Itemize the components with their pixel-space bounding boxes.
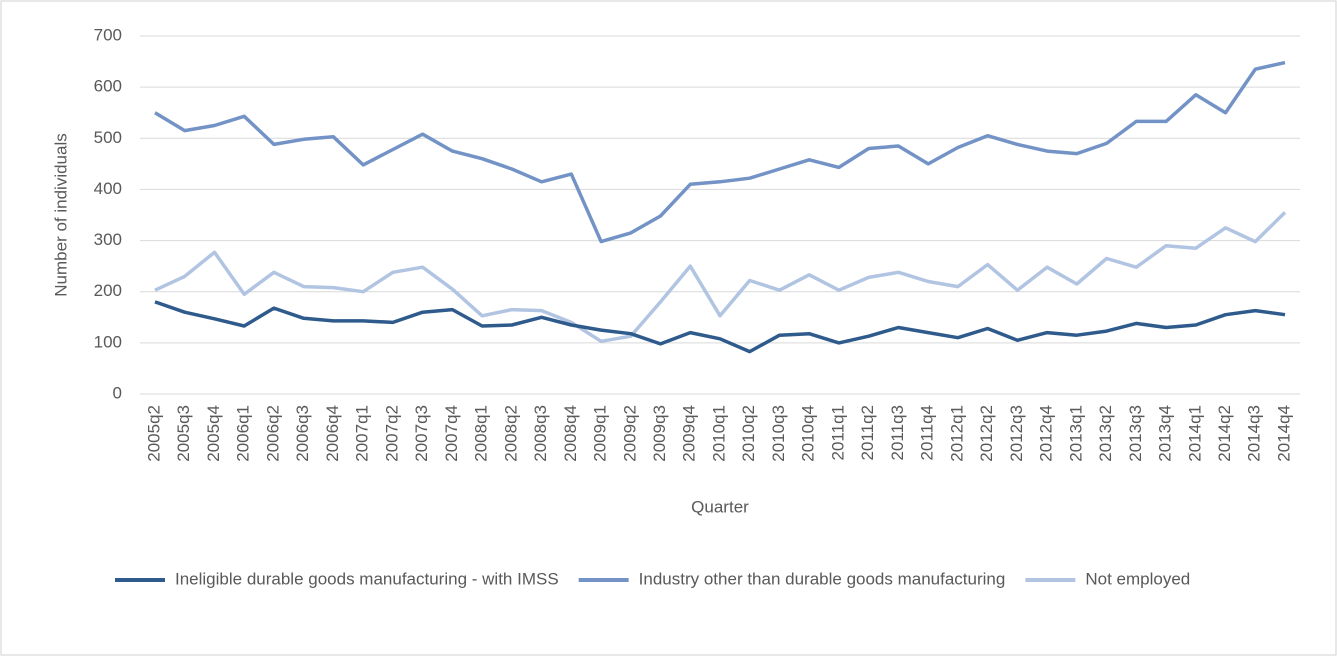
x-tick-label: 2014q4 [1274,405,1293,462]
x-tick-label: 2006q4 [323,405,342,462]
series-line [154,211,1287,344]
x-tick-label: 2005q3 [174,405,193,462]
x-tick-label: 2014q2 [1215,405,1234,462]
x-tick-label: 2010q3 [769,405,788,462]
x-tick-label: 2006q2 [263,405,282,462]
y-tick-label: 100 [94,332,122,351]
x-tick-label: 2009q1 [591,405,610,462]
x-tick-label: 2009q2 [620,405,639,462]
x-tick-label: 2005q4 [204,405,223,462]
legend-label: Industry other than durable goods manufa… [639,569,1006,588]
y-tick-label: 600 [94,77,122,96]
x-tick-label: 2014q3 [1245,405,1264,462]
x-tick-label: 2010q4 [799,405,818,462]
y-tick-label: 300 [94,230,122,249]
x-tick-label: 2008q4 [561,405,580,462]
x-tick-label: 2006q1 [234,405,253,462]
y-tick-label: 200 [94,281,122,300]
x-tick-label: 2008q2 [501,405,520,462]
x-tick-label: 2007q3 [412,405,431,462]
x-tick-label: 2009q3 [650,405,669,462]
x-tick-label: 2012q1 [947,405,966,462]
x-tick-label: 2009q4 [680,405,699,462]
series-line [154,300,1286,354]
series-line [154,60,1286,244]
x-tick-label: 2006q3 [293,405,312,462]
x-tick-label: 2010q2 [739,405,758,462]
x-tick-label: 2013q4 [1156,405,1175,462]
legend-label: Not employed [1085,569,1190,588]
x-tick-label: 2014q1 [1185,405,1204,462]
x-tick-label: 2008q1 [472,405,491,462]
y-tick-label: 400 [94,179,122,198]
x-tick-label: 2010q1 [709,405,728,462]
y-axis-label: Number of individuals [51,133,70,296]
x-tick-label: 2011q4 [918,405,937,460]
x-axis-label: Quarter [691,497,749,516]
x-tick-label: 2007q2 [382,405,401,462]
x-tick-label: 2013q3 [1126,405,1145,462]
x-tick-label: 2008q3 [531,405,550,462]
legend-label: Ineligible durable goods manufacturing -… [175,569,559,588]
x-tick-label: 2011q1 [828,405,847,460]
x-tick-label: 2011q3 [888,405,907,460]
x-tick-label: 2013q2 [1096,405,1115,462]
x-tick-label: 2012q4 [1037,405,1056,462]
x-tick-label: 2012q2 [977,405,996,462]
x-tick-label: 2013q1 [1066,405,1085,462]
x-tick-label: 2012q3 [1007,405,1026,462]
x-tick-label: 2005q2 [144,405,163,462]
x-tick-label: 2011q2 [858,405,877,460]
x-tick-label: 2007q4 [442,405,461,462]
y-tick-label: 500 [94,128,122,147]
y-tick-label: 0 [113,383,122,402]
x-tick-label: 2007q1 [353,405,372,462]
y-tick-label: 700 [94,25,122,44]
